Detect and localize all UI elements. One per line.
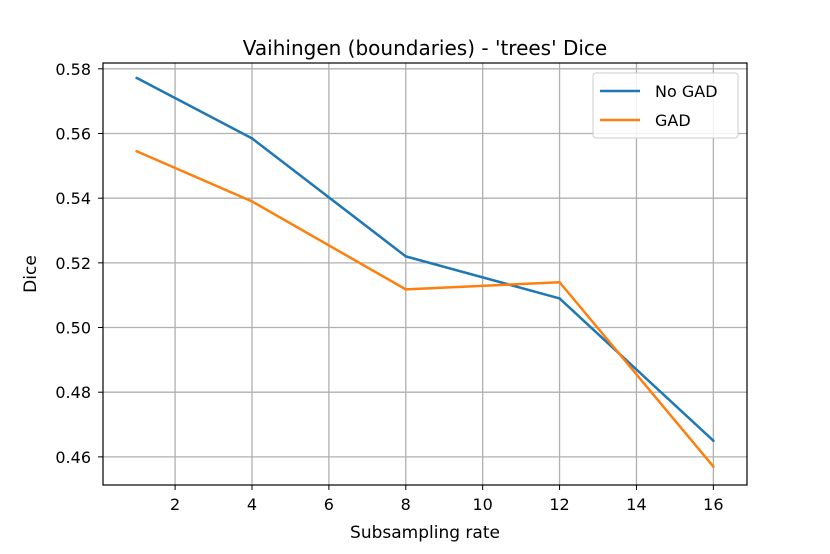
data-point-no-gad xyxy=(712,439,715,442)
y-tick-label: 0.50 xyxy=(55,319,91,338)
data-point-no-gad xyxy=(250,137,254,140)
y-tick-label: 0.48 xyxy=(55,383,91,402)
x-axis-label: Subsampling rate xyxy=(350,523,500,543)
y-tick-label: 0.52 xyxy=(55,254,91,273)
x-tick-label: 2 xyxy=(170,495,180,514)
chart-title: Vaihingen (boundaries) - 'trees' Dice xyxy=(243,36,607,60)
legend-label-gad: GAD xyxy=(655,111,691,130)
data-point-no-gad xyxy=(404,255,408,258)
data-point-gad xyxy=(404,288,408,291)
x-tick-label: 16 xyxy=(703,495,723,514)
y-tick-label: 0.54 xyxy=(55,189,91,208)
x-tick-label: 12 xyxy=(549,495,569,514)
x-tick-label: 10 xyxy=(472,495,492,514)
data-point-gad xyxy=(250,200,254,203)
data-point-gad xyxy=(712,465,715,468)
x-tick-label: 6 xyxy=(324,495,334,514)
x-tick-label: 8 xyxy=(401,495,411,514)
x-tick-label: 14 xyxy=(626,495,646,514)
x-tick-label: 4 xyxy=(247,495,257,514)
y-axis-label: Dice xyxy=(21,255,41,293)
data-point-gad xyxy=(558,280,561,284)
y-tick-label: 0.56 xyxy=(55,124,91,143)
series-layer xyxy=(135,76,715,468)
legend: No GAD GAD xyxy=(592,72,739,139)
plot-area-border xyxy=(102,62,748,486)
data-point-no-gad xyxy=(135,76,138,80)
y-tick-label: 0.58 xyxy=(55,60,91,79)
data-point-no-gad xyxy=(558,297,561,300)
legend-label-no-gad: No GAD xyxy=(655,82,718,101)
legend-box xyxy=(592,72,739,139)
data-point-gad xyxy=(135,149,138,153)
y-tick-label: 0.46 xyxy=(55,448,91,467)
axis-ticks: 2 4 6 8 10 12 14 16 0.46 0.48 0.50 0.52 0.54 0.56 0.58 xyxy=(55,60,723,514)
